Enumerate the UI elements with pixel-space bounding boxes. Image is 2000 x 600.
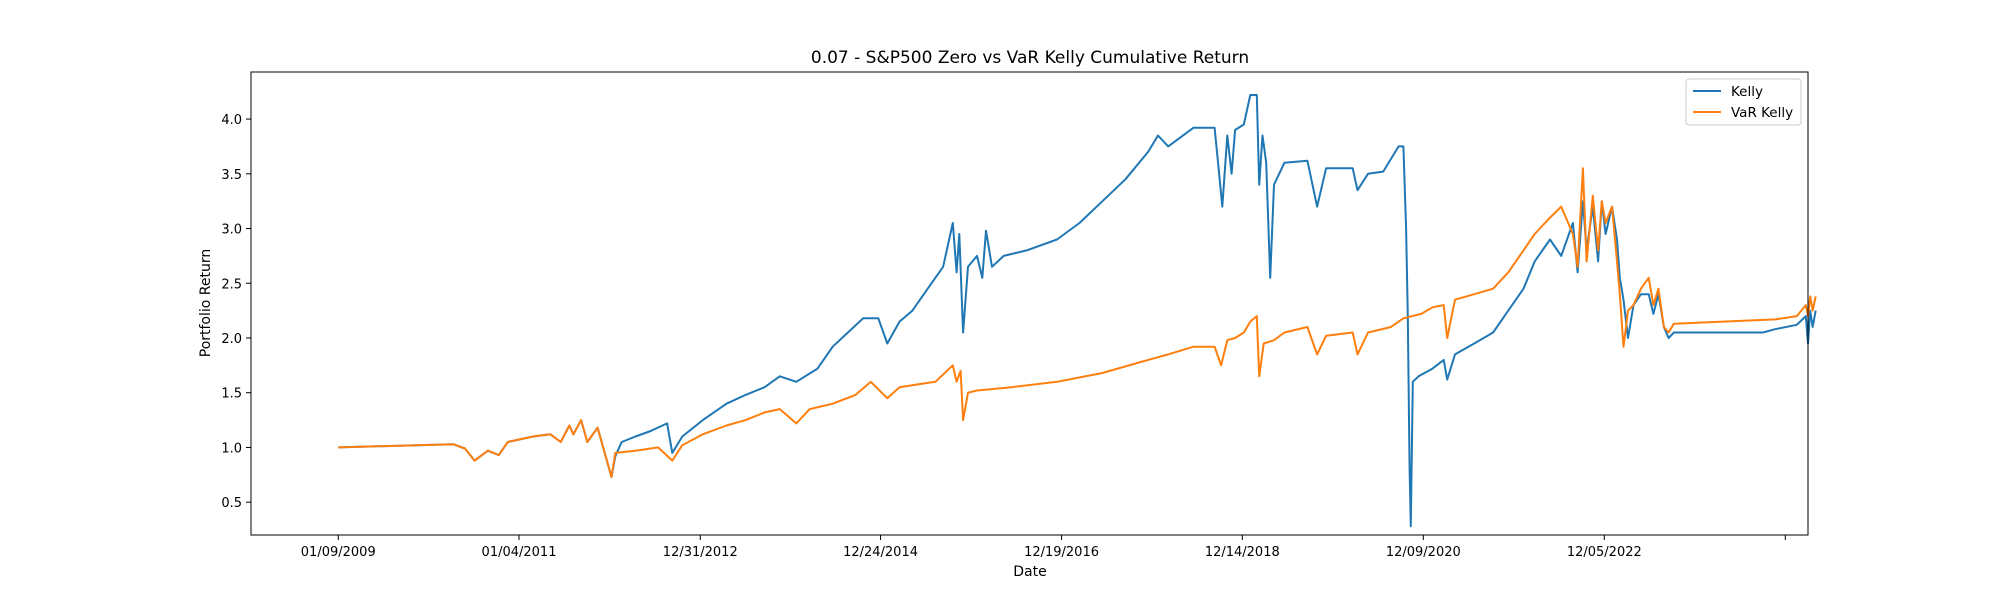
plot-frame (250, 71, 1809, 536)
plot-area (250, 71, 1817, 536)
y-tick-label: 4.0 (221, 113, 242, 128)
x-tick-label: 01/04/2011 (482, 545, 557, 560)
y-tick-label: 0.5 (221, 496, 242, 511)
x-tick-label: 12/14/2018 (1205, 545, 1280, 560)
x-tick-label: 12/31/2012 (663, 545, 738, 560)
legend: Kelly VaR Kelly (1685, 78, 1802, 126)
legend-label-kelly: Kelly (1731, 84, 1763, 100)
legend-label-var-kelly: VaR Kelly (1731, 105, 1793, 121)
y-axis-label: Portfolio Return (198, 249, 214, 358)
y-tick-label: 1.0 (221, 441, 242, 456)
x-axis: 01/09/2009 01/04/2011 12/31/2012 12/24/2014… (301, 535, 1786, 560)
x-tick-label: 12/09/2020 (1386, 545, 1461, 560)
series-line-var-kelly (338, 167, 1817, 478)
series-layer (338, 94, 1817, 528)
y-tick-label: 2.5 (221, 277, 242, 292)
y-tick-label: 3.5 (221, 168, 242, 183)
y-tick-label: 2.0 (221, 332, 242, 347)
x-axis-label: Date (1013, 564, 1046, 580)
x-tick-label: 12/24/2014 (843, 545, 918, 560)
x-tick-label: 01/09/2009 (301, 545, 376, 560)
y-tick-label: 1.5 (221, 387, 242, 402)
y-tick-label: 3.0 (221, 223, 242, 238)
x-tick-label: 12/05/2022 (1567, 545, 1642, 560)
x-tick-label: 12/19/2016 (1024, 545, 1099, 560)
series-line-kelly (338, 94, 1817, 528)
chart-title: 0.07 - S&P500 Zero vs VaR Kelly Cumulati… (811, 48, 1249, 68)
y-axis: 0.5 1.0 1.5 2.0 2.5 3.0 3.5 4.0 (221, 113, 251, 511)
